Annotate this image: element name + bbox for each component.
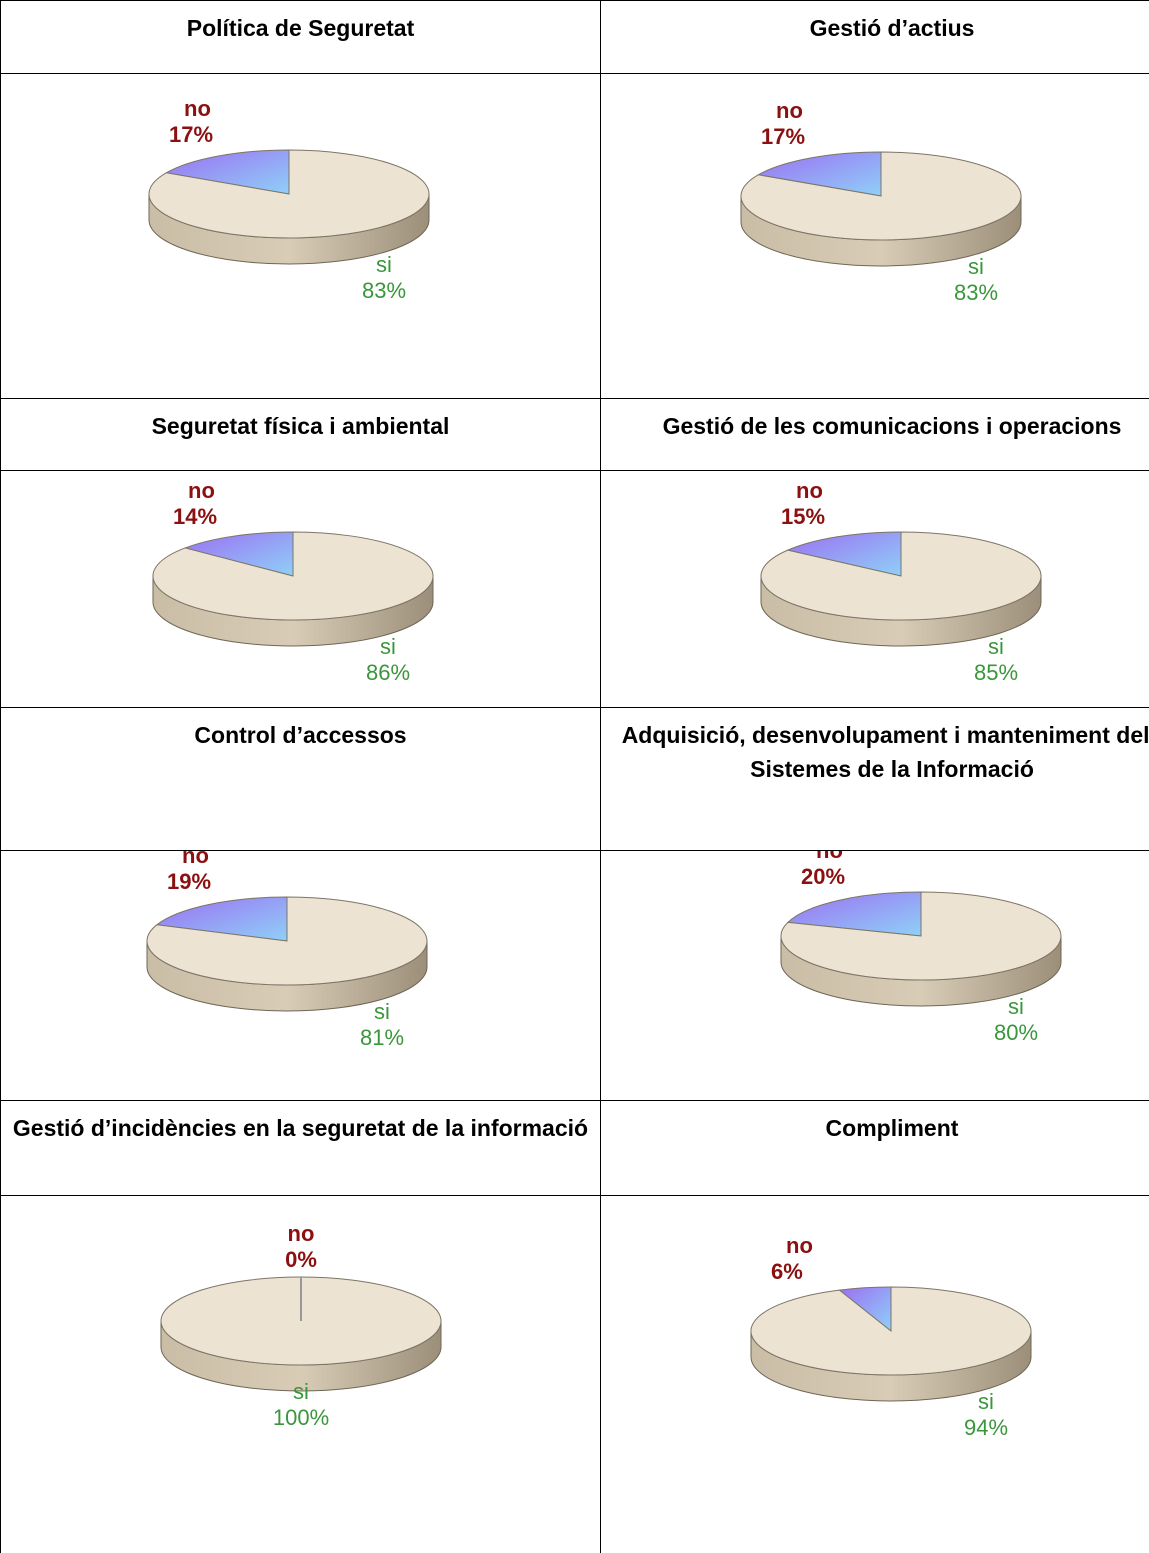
- title-row: Control d’accessos Adquisició, desenvolup…: [0, 707, 1149, 851]
- chart-title: Seguretat física i ambiental: [0, 398, 601, 471]
- pie-slice: [780, 891, 1062, 981]
- slice-label: si: [293, 1379, 309, 1404]
- chart-row: no 14% si 86% no 15% si 85%: [0, 470, 1149, 708]
- slice-value-label: 100%: [273, 1405, 329, 1430]
- slice-label: no: [288, 1221, 315, 1246]
- slice-label: no: [786, 1233, 813, 1258]
- slice-value-label: 0%: [285, 1247, 317, 1272]
- slice-label: no: [184, 96, 211, 121]
- chart-cell: no 6% si 94%: [600, 1195, 1149, 1553]
- chart-cell: no 19% si 81%: [0, 850, 601, 1101]
- chart-row: no 0% si 100% no 6% si 94%: [0, 1195, 1149, 1553]
- slice-value-label: 17%: [761, 124, 805, 149]
- pie-slice: [740, 151, 1022, 241]
- pie-slice: [152, 531, 434, 621]
- slice-value-label: 80%: [994, 1020, 1038, 1045]
- slice-value-label: 20%: [801, 864, 845, 889]
- slice-value-label: 17%: [169, 122, 213, 147]
- slice-label: no: [182, 851, 209, 868]
- slice-label: no: [188, 478, 215, 503]
- chart-cell: no 17% si 83%: [0, 73, 601, 399]
- pie-slice: [148, 149, 430, 239]
- chart-title: Gestió de les comunicacions i operacions: [600, 398, 1149, 471]
- slice-label: no: [816, 851, 843, 863]
- chart-title: Gestió d’incidències en la seguretat de …: [0, 1100, 601, 1196]
- slice-value-label: 14%: [173, 504, 217, 529]
- chart-cell: no 0% si 100%: [0, 1195, 601, 1553]
- chart-cell: no 17% si 83%: [600, 73, 1149, 399]
- chart-cell: no 14% si 86%: [0, 470, 601, 708]
- title-row: Política de Seguretat Gestió d’actius: [0, 0, 1149, 74]
- slice-value-label: 19%: [167, 869, 211, 894]
- pie-slice: [786, 891, 922, 937]
- slice-label: si: [380, 634, 396, 659]
- slice-label: si: [988, 634, 1004, 659]
- pie-slice: [760, 531, 1042, 621]
- slice-value-label: 15%: [781, 504, 825, 529]
- pie-slice: [786, 531, 902, 577]
- slice-value-label: 85%: [974, 660, 1018, 685]
- title-row: Gestió d’incidències en la seguretat de …: [0, 1100, 1149, 1196]
- slice-label: no: [776, 98, 803, 123]
- pie-slice: [155, 896, 288, 942]
- slice-label: si: [376, 252, 392, 277]
- slice-label: si: [374, 999, 390, 1024]
- slice-value-label: 6%: [771, 1259, 803, 1284]
- slice-label: si: [978, 1389, 994, 1414]
- chart-title: Gestió d’actius: [600, 0, 1149, 74]
- pie-slice: [750, 1286, 1032, 1376]
- slice-value-label: 94%: [964, 1415, 1008, 1440]
- slice-value-label: 83%: [362, 278, 406, 303]
- slice-value-label: 86%: [366, 660, 410, 685]
- slice-value-label: 83%: [954, 280, 998, 305]
- pie-slice: [183, 531, 294, 577]
- chart-title: Control d’accessos: [0, 707, 601, 851]
- pie-slice: [146, 896, 428, 986]
- slice-value-label: 81%: [360, 1025, 404, 1050]
- chart-row: no 17% si 83% no 17% si 83%: [0, 73, 1149, 399]
- title-row: Seguretat física i ambiental Gestió de le…: [0, 398, 1149, 471]
- slice-label: si: [968, 254, 984, 279]
- chart-title: Política de Seguretat: [0, 0, 601, 74]
- slice-label: si: [1008, 994, 1024, 1019]
- pie-slice: [164, 149, 290, 195]
- slice-label: no: [796, 478, 823, 503]
- pie-slice: [756, 151, 882, 197]
- chart-title: Compliment: [600, 1100, 1149, 1196]
- chart-title: Adquisició, desenvolupament i mantenimen…: [600, 707, 1149, 851]
- chart-cell: no 15% si 85%: [600, 470, 1149, 708]
